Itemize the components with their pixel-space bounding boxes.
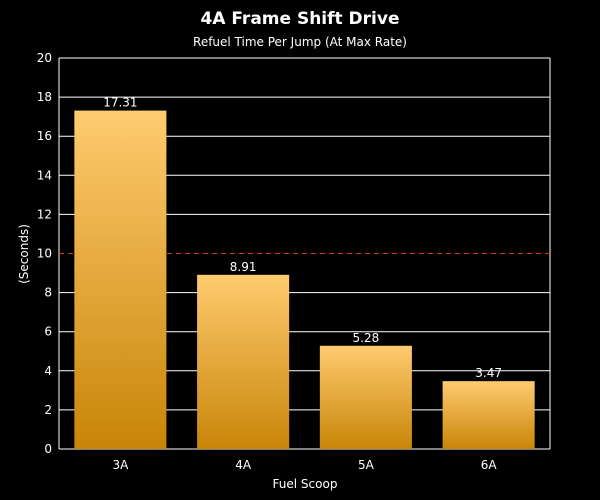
chart-subtitle: Refuel Time Per Jump (At Max Rate)	[193, 35, 407, 49]
bar-6A	[442, 381, 535, 449]
y-tick-label-20: 20	[37, 51, 52, 65]
bar-4A	[197, 274, 290, 449]
x-tick-label-3A: 3A	[112, 458, 129, 472]
y-tick-label-4: 4	[44, 364, 52, 378]
bar-3A	[74, 110, 167, 449]
bars: 17.31 8.91 5.28 3.47	[74, 96, 535, 449]
y-tick-label-16: 16	[37, 129, 52, 143]
chart-title: 4A Frame Shift Drive	[201, 9, 400, 29]
y-tick-label-14: 14	[37, 168, 52, 182]
data-label-4A: 8.91	[230, 260, 257, 274]
y-tick-label-0: 0	[44, 442, 52, 456]
x-axis-label: Fuel Scoop	[273, 477, 338, 491]
y-tick-label-6: 6	[44, 325, 52, 339]
y-axis-ticks: 0 2 4 6 8 10 12 14 16 18 20	[37, 51, 52, 456]
y-axis-label: (Seconds)	[17, 224, 31, 284]
x-tick-label-4A: 4A	[235, 458, 252, 472]
y-tick-label-18: 18	[37, 90, 52, 104]
data-label-6A: 3.47	[475, 366, 502, 380]
y-tick-label-10: 10	[37, 247, 52, 261]
y-tick-label-2: 2	[44, 403, 52, 417]
data-label-5A: 5.28	[353, 331, 380, 345]
x-tick-label-6A: 6A	[481, 458, 498, 472]
x-tick-label-5A: 5A	[358, 458, 375, 472]
x-axis-ticks: 3A 4A 5A 6A	[112, 458, 497, 472]
y-tick-label-8: 8	[44, 286, 52, 300]
data-label-3A: 17.31	[103, 96, 137, 110]
bar-5A	[319, 345, 412, 449]
y-tick-label-12: 12	[37, 207, 52, 221]
